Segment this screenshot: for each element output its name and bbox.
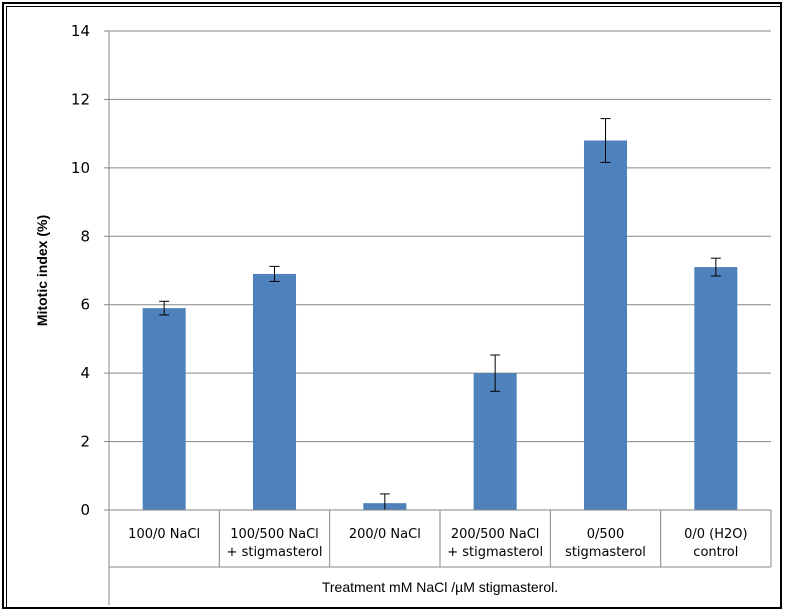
x-category-label: 100/500 NaCl — [230, 527, 319, 542]
x-category-label: + stigmasterol — [227, 545, 323, 560]
y-tick-labels: 0 2 4 6 8 10 12 14 — [71, 22, 90, 519]
x-category-label: 0/500 — [587, 527, 624, 542]
error-bar — [269, 265, 280, 282]
y-tick-label: 14 — [71, 22, 90, 40]
axes — [108, 31, 772, 605]
bar — [583, 140, 628, 510]
y-tick-label: 0 — [80, 501, 90, 519]
error-bar — [710, 257, 721, 277]
error-bar — [159, 300, 170, 316]
error-bars — [159, 118, 721, 511]
y-tick-label: 2 — [80, 433, 90, 451]
error-bar — [490, 354, 501, 392]
bars — [142, 140, 738, 510]
y-tick-label: 12 — [71, 90, 90, 108]
y-tick-label: 4 — [80, 364, 90, 382]
x-category-label: stigmasterol — [565, 545, 646, 560]
y-tick-label: 8 — [80, 227, 90, 245]
bar — [252, 273, 297, 510]
bar — [142, 308, 186, 510]
x-category-label: 0/0 (H2O) — [684, 527, 747, 542]
x-category-label: + stigmasterol — [447, 545, 543, 560]
bar — [694, 267, 738, 510]
y-tick-label: 10 — [71, 159, 90, 177]
error-bar — [600, 118, 611, 163]
y-tick-label: 6 — [80, 296, 90, 314]
x-category-label: control — [693, 545, 738, 560]
x-category-label: 200/0 NaCl — [349, 527, 421, 542]
gridlines — [104, 30, 771, 511]
y-axis-title: Mitotic index (%) — [34, 215, 50, 326]
bar — [473, 373, 517, 510]
x-category-label: 100/0 NaCl — [128, 527, 200, 542]
x-axis-title: Treatment mM NaCl /µM stigmasterol. — [322, 579, 558, 595]
chart-area-border — [6, 6, 782, 609]
x-category-labels: 100/0 NaCl 100/500 NaCl + stigmasterol 200/… — [128, 527, 747, 560]
x-category-label: 200/500 NaCl — [451, 527, 540, 542]
